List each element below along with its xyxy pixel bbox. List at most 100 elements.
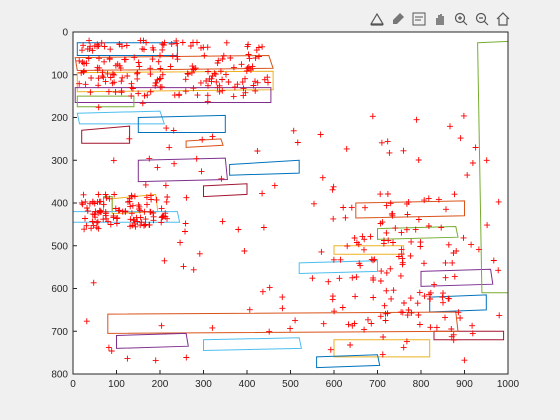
scatter-point [189,63,196,70]
scatter-point [245,51,252,58]
scatter-point [244,65,251,72]
scatter-point [327,346,334,353]
scatter-point [442,274,449,281]
scatter-point [111,191,118,198]
scatter-point [159,46,166,53]
scatter-point [408,238,415,245]
scatter-point [78,199,85,206]
scatter-point [95,191,102,198]
scatter-point [425,223,432,229]
scatter-point [125,199,131,205]
scatter-point [325,278,332,285]
scatter-point [254,79,261,86]
scatter-point [386,149,393,156]
home-icon[interactable] [494,10,512,28]
scatter-point [162,213,169,220]
scatter-point [134,75,141,82]
scatter-point [461,357,468,364]
scatter-point [136,63,143,70]
scatter-point [86,46,93,52]
scatter-point [442,259,449,266]
scatter-point [90,222,97,229]
scatter-point [137,207,143,214]
scatter-point [185,71,192,78]
scatter-point [425,195,432,202]
scatter-point [134,69,141,76]
scatter-point [449,259,456,266]
scatter-point [76,57,83,64]
scatter-point [378,139,385,146]
scatter-point [131,217,138,224]
scatter-point [442,314,448,321]
scatter-point [337,256,344,263]
scatter-point [135,90,142,97]
scatter-point [370,277,377,283]
scatter-point [135,202,142,209]
scatter-point [203,78,210,84]
marker-layer [76,37,503,364]
export-icon[interactable] [368,10,386,28]
scatter-point [88,75,95,81]
scatter-point [157,84,164,91]
scatter-point [190,266,197,273]
scatter-point [191,66,197,73]
region-polygon-13 [229,159,300,176]
x-tick-label: 0 [70,379,76,390]
scatter-point [447,123,453,130]
scatter-point [361,246,367,253]
scatter-point [182,76,189,83]
region-polygon-20 [429,294,487,313]
scatter-point [244,43,251,50]
scatter-point [217,68,224,75]
scatter-point [179,39,186,46]
scatter-point [259,288,266,295]
scatter-point [457,315,464,321]
scatter-point [113,215,120,222]
zoom-in-icon[interactable] [452,10,470,28]
scatter-point [84,207,91,214]
scatter-point [219,87,226,94]
scatter-point [97,207,104,214]
scatter-point [339,304,346,311]
scatter-point [468,241,475,248]
y-tick-label: 700 [51,327,68,338]
scatter-point [164,194,171,200]
scatter-point [330,183,337,190]
scatter-point [392,225,399,232]
scatter-point [131,193,138,200]
scatter-point [469,160,476,166]
scatter-point [119,208,126,215]
scatter-point [213,78,220,85]
scatter-point [100,201,107,208]
datatip-icon[interactable] [410,10,428,28]
brush-icon[interactable] [389,10,407,28]
scatter-point [469,330,476,337]
scatter-point [82,81,89,88]
scatter-point [190,85,197,92]
scatter-point [239,79,246,86]
scatter-point [457,135,464,142]
scatter-point [95,43,102,49]
pan-hand-icon[interactable] [431,10,449,28]
x-tick-label: 900 [456,379,473,390]
scatter-point [265,79,271,86]
region-polygon-5 [76,110,165,125]
scatter-point [336,275,343,282]
scatter-point [415,312,422,318]
scatter-point [344,243,351,250]
scatter-point [495,267,502,274]
scatter-point [83,60,90,67]
scatter-point [182,228,188,235]
y-tick-label: 800 [51,370,68,381]
scatter-point [383,229,390,236]
zoom-out-icon[interactable] [473,10,491,28]
scatter-point [260,224,267,231]
scatter-point [174,53,181,60]
scatter-point [382,317,389,324]
scatter-point [98,39,105,46]
scatter-point [230,93,237,100]
scatter-point [142,216,149,223]
scatter-point [361,326,368,333]
scatter-point [362,204,368,211]
scatter-point [137,214,144,221]
